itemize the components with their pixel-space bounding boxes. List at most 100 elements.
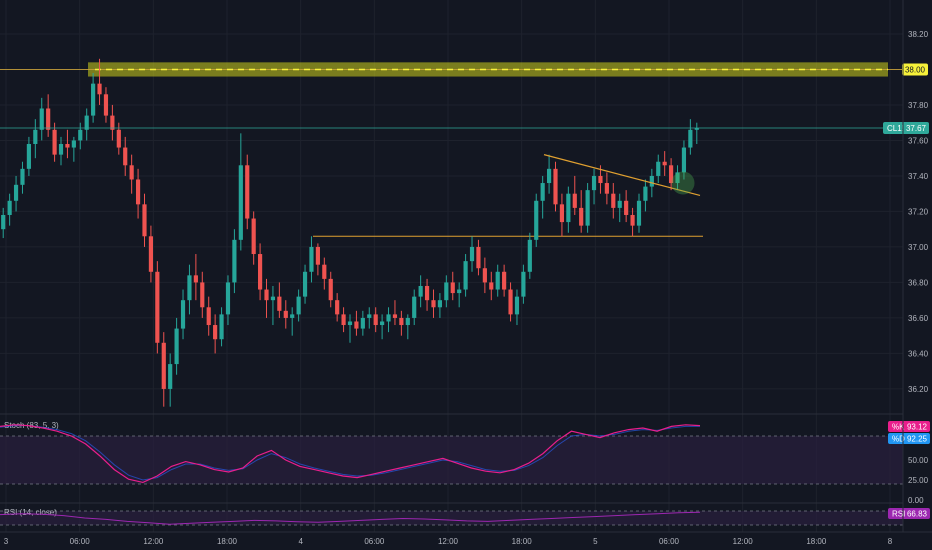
candle-body [591, 175, 597, 191]
stochastic-k-badge: %K 93.12 [888, 421, 930, 432]
candle-body [78, 129, 83, 141]
candle-body [46, 108, 51, 130]
candle-body [142, 204, 147, 237]
candle-body [347, 321, 353, 326]
candle-body [630, 214, 635, 226]
candle-body [161, 342, 166, 389]
candle-body [84, 115, 89, 130]
price-tick-label: 36.80 [908, 278, 929, 287]
candle-body [354, 321, 359, 329]
candle-body [611, 193, 616, 208]
candle-body [7, 200, 12, 215]
time-tick-label: 06:00 [659, 537, 680, 546]
candle-body [116, 129, 121, 148]
candle-body [508, 289, 513, 315]
candle-body [380, 321, 385, 326]
candle-body [219, 314, 224, 340]
stochastic-d-badge: %D 92.25 [888, 433, 930, 444]
breakout-circle-shape[interactable] [671, 171, 695, 195]
candle-body [559, 204, 565, 223]
candle-body [457, 289, 462, 294]
candle-body [13, 184, 19, 201]
time-axis[interactable]: 3 06:00 12:00 18:00 4 06:00 12:00 18:00 5 06:00 12… [4, 537, 893, 546]
candle-body [482, 268, 487, 283]
candle-body [58, 143, 64, 155]
candle-body [302, 271, 308, 297]
candle-body [129, 165, 134, 180]
breakout-circle[interactable] [671, 171, 695, 195]
candle-body [392, 314, 398, 318]
price-tick-label: 38.20 [908, 30, 929, 39]
time-tick-label: 12:00 [733, 537, 754, 546]
candle-body [296, 296, 301, 315]
candle-body [463, 261, 468, 290]
candle-body [110, 115, 115, 130]
price-tick-label: 37.80 [908, 101, 929, 110]
candle-body [688, 129, 693, 148]
time-tick-label: 06:00 [364, 537, 385, 546]
candle-body [656, 161, 661, 176]
candle-body [540, 183, 545, 201]
candle-body [33, 129, 38, 144]
candle-body [180, 300, 186, 329]
candle-body [309, 246, 314, 272]
candle-body [148, 236, 154, 272]
candle-body [412, 296, 417, 318]
candle-body [213, 325, 218, 340]
time-tick-label: 18:00 [806, 537, 827, 546]
candle-body [251, 218, 256, 255]
candle-body [52, 129, 57, 155]
resistance-label: 38.00 [905, 65, 926, 74]
candle-body [20, 168, 25, 185]
time-tick-label: 8 [888, 537, 893, 546]
stochastic-band [0, 436, 903, 484]
rsi-pane[interactable]: RSI (14, close) RSI 66.83 [0, 502, 930, 526]
candle-body [514, 296, 520, 315]
rsi-badge: RSI 66.83 [888, 508, 930, 519]
last-price-value: 37.67 [906, 124, 927, 133]
resistance-zone[interactable] [0, 62, 903, 77]
candle-body [91, 83, 96, 116]
candle-body [65, 143, 70, 148]
candle-body [649, 175, 654, 187]
rsi-line [0, 511, 701, 525]
time-tick-label: 06:00 [70, 537, 91, 546]
rsi-label: RSI (14, close) [4, 508, 57, 517]
time-tick-label: 12:00 [438, 537, 459, 546]
candle-body [277, 296, 282, 311]
candle-body [669, 165, 674, 184]
price-tick-label: 37.00 [908, 243, 929, 252]
candle-body [418, 285, 423, 297]
candle-body [26, 143, 31, 169]
candle-body [168, 364, 173, 389]
time-tick-label: 18:00 [512, 537, 533, 546]
candle-body [335, 300, 340, 315]
candle-body [546, 168, 552, 184]
candle-body [437, 300, 442, 308]
candle-body [585, 190, 590, 226]
candle-body [39, 108, 44, 130]
candle-body [206, 307, 211, 326]
candle-body [662, 161, 667, 166]
candle-body [174, 328, 179, 365]
time-tick-label: 5 [593, 537, 598, 546]
time-tick-label: 12:00 [143, 537, 164, 546]
stoch-d-value: 92.25 [907, 435, 928, 444]
candle-body [694, 128, 699, 130]
stochastic-d-line [0, 425, 700, 481]
candle-body [476, 246, 481, 269]
candle-body [579, 207, 584, 226]
candle-body [502, 271, 507, 290]
descending-trendline[interactable] [543, 154, 701, 197]
candle-body [444, 282, 449, 301]
trendline-segment[interactable] [543, 154, 701, 197]
candle-body [367, 314, 372, 318]
time-tick-label: 18:00 [217, 537, 238, 546]
stoch-k-value: 93.12 [907, 423, 928, 432]
candle-body [624, 200, 629, 215]
candle-body [495, 271, 500, 290]
candle-body [572, 193, 577, 208]
candle-body [636, 200, 642, 226]
